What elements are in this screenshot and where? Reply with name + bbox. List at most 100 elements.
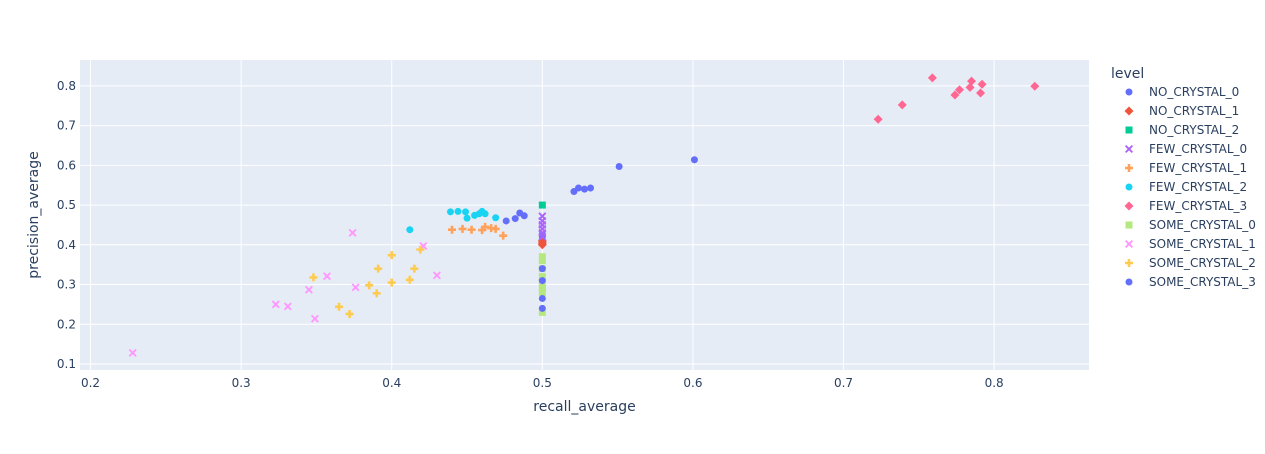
y-tick-label: 0.8 [57, 79, 76, 93]
series-few-crystal-1 [447, 222, 508, 240]
legend-label: SOME_CRYSTAL_3 [1149, 275, 1256, 289]
data-point [462, 208, 470, 216]
legend-label: FEW_CRYSTAL_3 [1149, 199, 1247, 213]
y-axis-ticks: 0.1 0.2 0.3 0.4 0.5 0.6 0.7 0.8 [57, 79, 76, 371]
legend-marker [1125, 164, 1133, 172]
data-point [977, 79, 987, 89]
data-point [128, 348, 137, 357]
data-point [481, 210, 489, 218]
y-tick-label: 0.4 [57, 238, 76, 252]
data-point [283, 302, 292, 311]
x-axis-title: recall_average [533, 399, 635, 415]
legend-label: SOME_CRYSTAL_2 [1149, 256, 1256, 270]
data-point [458, 224, 467, 233]
legend-label: FEW_CRYSTAL_1 [1149, 161, 1247, 175]
legend-item-few-crystal-0[interactable]: FEW_CRYSTAL_0 [1125, 142, 1247, 156]
data-point [405, 275, 414, 284]
legend-item-some-crystal-1[interactable]: SOME_CRYSTAL_1 [1125, 237, 1256, 251]
data-point [387, 251, 396, 260]
data-point [487, 224, 496, 233]
data-point [538, 281, 546, 289]
plot-background [80, 60, 1089, 370]
series-some-crystal-3 [502, 156, 698, 312]
data-point [406, 226, 414, 234]
legend-item-no-crystal-1[interactable]: NO_CRYSTAL_1 [1124, 104, 1240, 118]
data-point [478, 226, 487, 235]
data-point [927, 73, 937, 83]
data-point [481, 222, 490, 231]
data-point [538, 257, 546, 265]
data-point [538, 294, 546, 302]
legend-item-some-crystal-3[interactable]: SOME_CRYSTAL_3 [1125, 275, 1256, 289]
data-point [309, 273, 318, 282]
legend-marker [1125, 221, 1133, 229]
data-point [581, 185, 588, 193]
legend-item-few-crystal-1[interactable]: FEW_CRYSTAL_1 [1125, 161, 1247, 175]
legend-item-no-crystal-2[interactable]: NO_CRYSTAL_2 [1125, 123, 1240, 137]
data-point [491, 224, 500, 233]
data-point [454, 207, 462, 215]
data-point [372, 289, 381, 298]
data-point [416, 245, 425, 254]
data-point [345, 309, 354, 318]
legend-item-some-crystal-2[interactable]: SOME_CRYSTAL_2 [1125, 256, 1256, 270]
data-point [615, 163, 623, 171]
data-point [310, 314, 319, 323]
legend-marker [1125, 240, 1133, 248]
data-point [976, 88, 986, 98]
y-tick-label: 0.2 [57, 317, 76, 331]
series-some-crystal-2 [309, 245, 425, 318]
legend-marker [1125, 278, 1133, 286]
data-point [335, 302, 344, 311]
legend-marker [1124, 106, 1134, 116]
data-point [351, 283, 360, 292]
series-few-crystal-2 [406, 207, 500, 234]
series-few-crystal-0 [538, 212, 547, 241]
data-point [538, 285, 546, 293]
legend-label: NO_CRYSTAL_2 [1149, 123, 1239, 137]
legend-label: FEW_CRYSTAL_0 [1149, 142, 1247, 156]
data-point [538, 273, 546, 281]
y-axis-title: precision_average [26, 151, 42, 278]
legend-item-no-crystal-0[interactable]: NO_CRYSTAL_0 [1125, 85, 1240, 99]
data-point [537, 240, 547, 250]
data-point [538, 265, 546, 273]
data-point [690, 156, 698, 164]
data-point [499, 231, 508, 240]
data-point [304, 285, 313, 294]
legend-label: FEW_CRYSTAL_2 [1149, 180, 1247, 194]
data-point [387, 278, 396, 287]
legend-item-some-crystal-0[interactable]: SOME_CRYSTAL_0 [1125, 218, 1256, 232]
x-tick-label: 0.2 [81, 376, 100, 390]
data-point [954, 85, 964, 95]
data-point [897, 100, 907, 110]
data-point [965, 82, 975, 92]
data-point [348, 228, 357, 237]
x-tick-label: 0.8 [985, 376, 1004, 390]
legend-marker [1125, 183, 1133, 191]
data-point [587, 184, 595, 192]
data-point [365, 281, 374, 290]
x-tick-label: 0.4 [382, 376, 401, 390]
data-point [410, 264, 419, 273]
x-axis-ticks: 0.2 0.3 0.4 0.5 0.6 0.7 0.8 [81, 376, 1004, 390]
legend[interactable]: level NO_CRYSTAL_0 NO_CRYSTAL_1 NO_CRYSTAL… [1111, 66, 1256, 289]
data-point [374, 264, 383, 273]
data-point [502, 217, 510, 225]
data-point [873, 114, 883, 124]
legend-marker [1125, 88, 1133, 96]
legend-item-few-crystal-3[interactable]: FEW_CRYSTAL_3 [1124, 199, 1248, 213]
legend-label: NO_CRYSTAL_1 [1149, 104, 1239, 118]
x-tick-label: 0.3 [232, 376, 251, 390]
series-some-crystal-1 [128, 228, 441, 357]
legend-marker [1125, 259, 1133, 267]
legend-item-few-crystal-2[interactable]: FEW_CRYSTAL_2 [1125, 180, 1248, 194]
legend-marker [1124, 201, 1134, 211]
legend-marker [1125, 126, 1133, 134]
data-point [538, 308, 546, 316]
data-point [538, 201, 546, 209]
data-point [463, 214, 471, 222]
data-point [432, 271, 441, 280]
y-tick-label: 0.6 [57, 158, 76, 172]
